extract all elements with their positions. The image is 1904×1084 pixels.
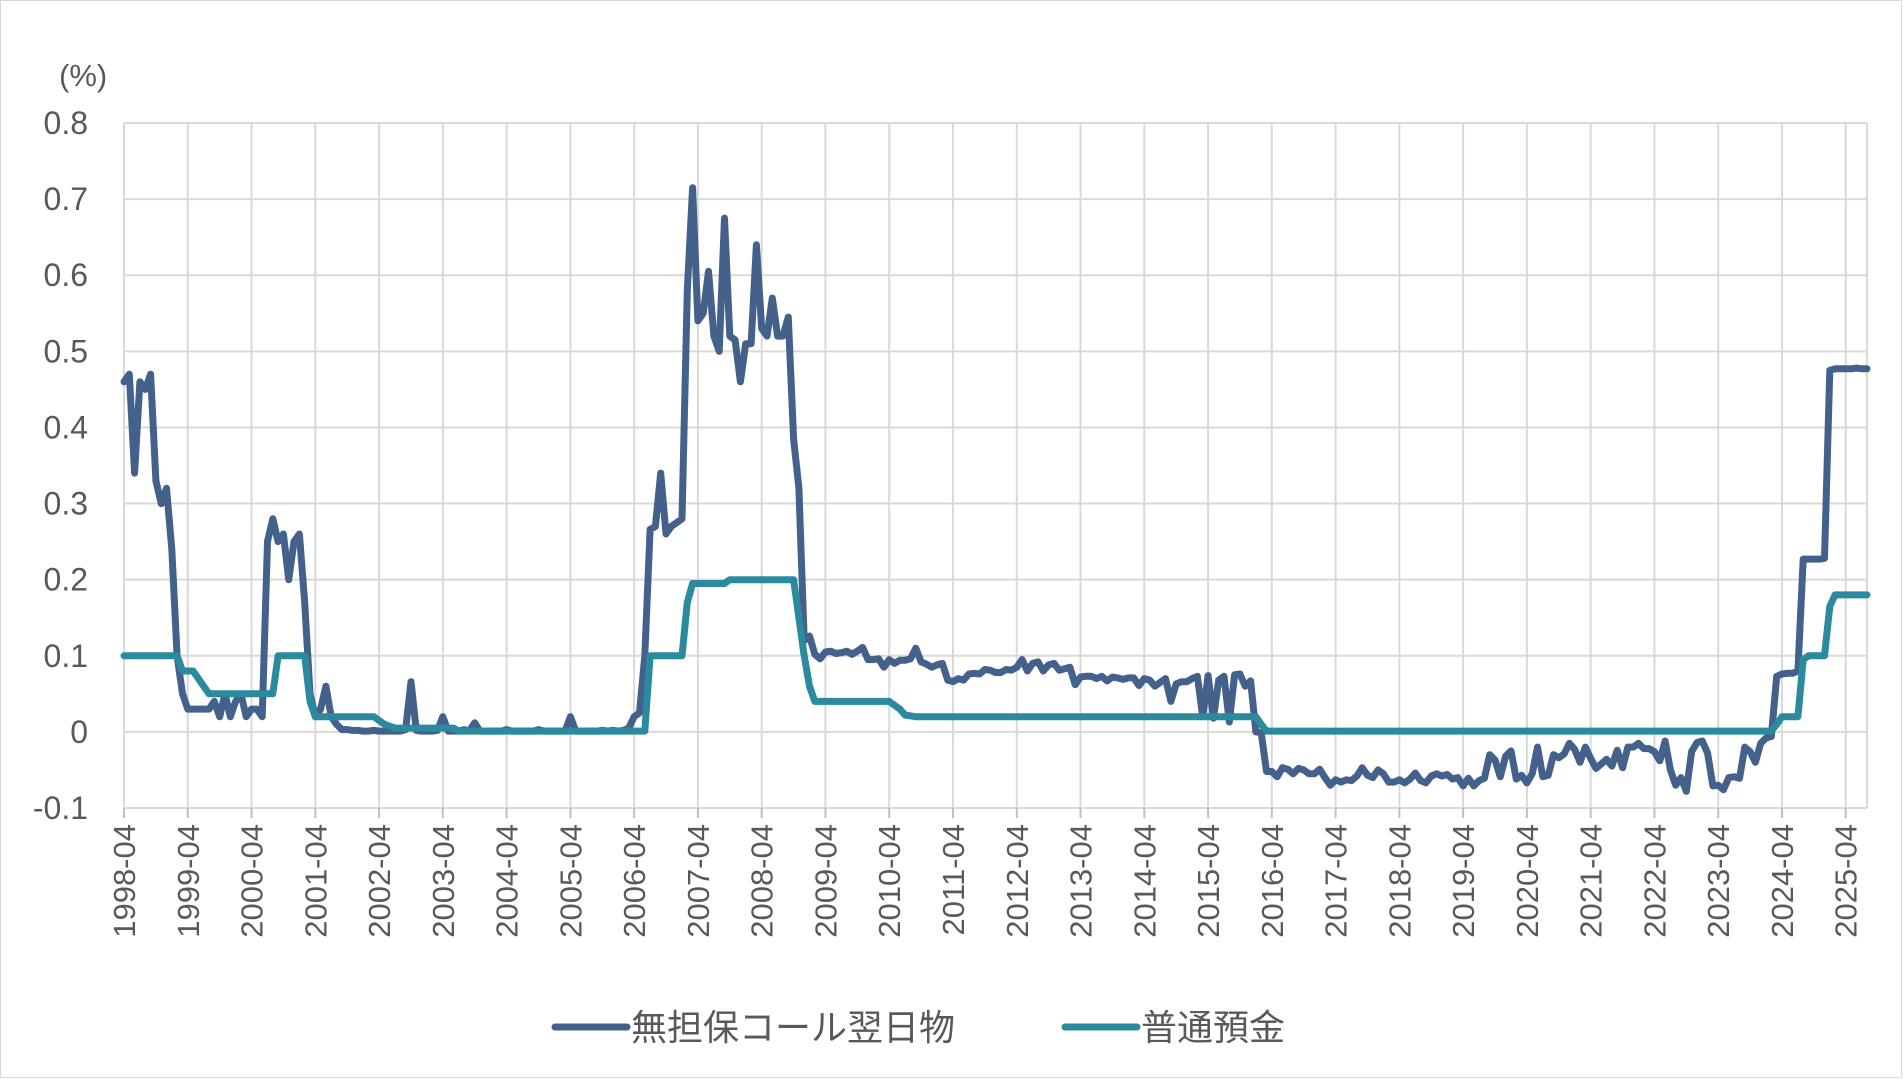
x-tick-label: 2009-04: [808, 824, 843, 938]
x-tick-label: 2013-04: [1064, 824, 1099, 938]
x-tick-label: 2014-04: [1127, 824, 1162, 938]
y-tick-label: -0.1: [33, 790, 88, 826]
x-tick-label: 2007-04: [681, 824, 716, 938]
x-tick-label: 2001-04: [298, 824, 333, 938]
y-tick-label: 0.1: [44, 638, 88, 674]
y-tick-label: 0.2: [44, 562, 88, 598]
x-tick-label: 2003-04: [426, 824, 461, 938]
horizontal-gridlines: [124, 122, 1867, 809]
x-tick-label: 2020-04: [1510, 824, 1545, 938]
y-unit-label: (%): [59, 58, 107, 93]
y-tick-label: 0.7: [44, 181, 88, 217]
y-tick-label: 0.6: [44, 257, 88, 293]
legend-label-2: 普通預金: [1141, 1007, 1285, 1048]
legend-label-1: 無担保コール翌日物: [631, 1007, 955, 1048]
y-tick-label: 0.4: [44, 409, 88, 445]
x-tick-label: 2002-04: [362, 824, 397, 938]
y-axis-tick-labels: 0.8 0.7 0.6 0.5 0.4 0.3 0.2 0.1 0 -0.1: [33, 105, 88, 826]
x-tick-label: 2011-04: [936, 824, 971, 935]
x-tick-label: 2017-04: [1319, 824, 1354, 938]
series-line-1: [120, 184, 1871, 795]
x-tick-label: 2023-04: [1701, 824, 1736, 938]
x-tick-label: 1998-04: [107, 824, 142, 938]
x-tick-label: 2025-04: [1829, 824, 1864, 938]
x-tick-label: 2010-04: [872, 824, 907, 938]
x-tick-label: 1999-04: [171, 824, 206, 938]
vertical-gridlines: [123, 123, 1868, 808]
x-tick-label: 2015-04: [1191, 824, 1226, 938]
x-tick-label: 2012-04: [1000, 824, 1035, 938]
x-tick-label: 2021-04: [1574, 824, 1609, 938]
x-axis-tick-marks: [123, 808, 1847, 818]
legend: 無担保コール翌日物 普通預金: [551, 1007, 1285, 1048]
x-tick-label: 2018-04: [1382, 824, 1417, 938]
x-tick-label: 2019-04: [1446, 824, 1481, 938]
x-tick-label: 2004-04: [490, 824, 525, 938]
y-tick-label: 0.8: [44, 105, 88, 141]
x-axis-tick-labels: 1998-04 1999-04 2000-04 2001-04 2002-04 2003-…: [107, 824, 1864, 938]
y-tick-label: 0.3: [44, 486, 88, 522]
y-tick-label: 0.5: [44, 333, 88, 369]
x-tick-label: 2022-04: [1637, 824, 1672, 938]
series-lines: [120, 184, 1871, 795]
x-tick-label: 2005-04: [553, 824, 588, 938]
x-tick-label: 2008-04: [745, 824, 780, 938]
y-tick-label: 0: [70, 714, 88, 750]
x-tick-label: 2024-04: [1765, 824, 1800, 938]
x-tick-label: 2016-04: [1255, 824, 1290, 938]
x-tick-label: 2000-04: [235, 824, 270, 938]
x-tick-label: 2006-04: [617, 824, 652, 938]
series-line-2: [120, 576, 1871, 735]
